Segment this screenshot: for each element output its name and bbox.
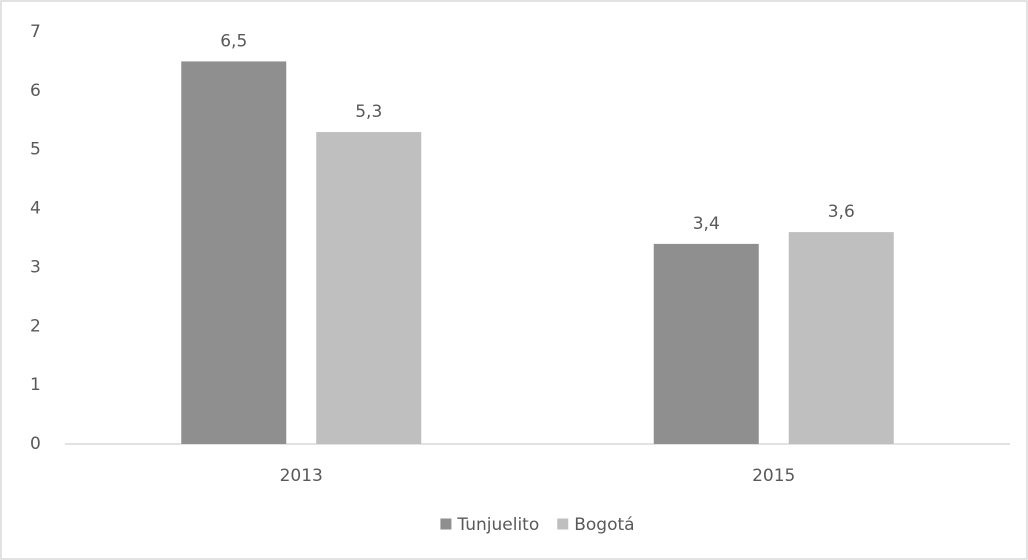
value-label: 3,6 <box>828 202 855 222</box>
y-tick-label: 5 <box>30 140 41 160</box>
x-tick-label: 2015 <box>752 466 795 486</box>
y-tick-label: 1 <box>30 375 41 395</box>
value-label: 5,3 <box>355 102 382 122</box>
y-tick-label: 2 <box>30 316 41 336</box>
y-tick-label: 3 <box>30 257 41 277</box>
y-tick-label: 6 <box>30 81 41 101</box>
bar <box>653 243 759 444</box>
y-tick-label: 4 <box>30 199 41 219</box>
legend-swatch <box>440 518 452 530</box>
x-tick-label: 2013 <box>280 466 323 486</box>
y-tick-label: 0 <box>30 434 41 454</box>
bar <box>181 61 287 445</box>
legend-label: Tunjuelito <box>456 515 539 535</box>
legend-swatch <box>557 518 569 530</box>
bar <box>788 232 894 444</box>
legend-label: Bogotá <box>574 515 634 535</box>
bar <box>316 132 422 445</box>
value-label: 3,4 <box>693 214 720 234</box>
value-label: 6,5 <box>220 31 247 51</box>
y-tick-label: 7 <box>30 22 41 42</box>
